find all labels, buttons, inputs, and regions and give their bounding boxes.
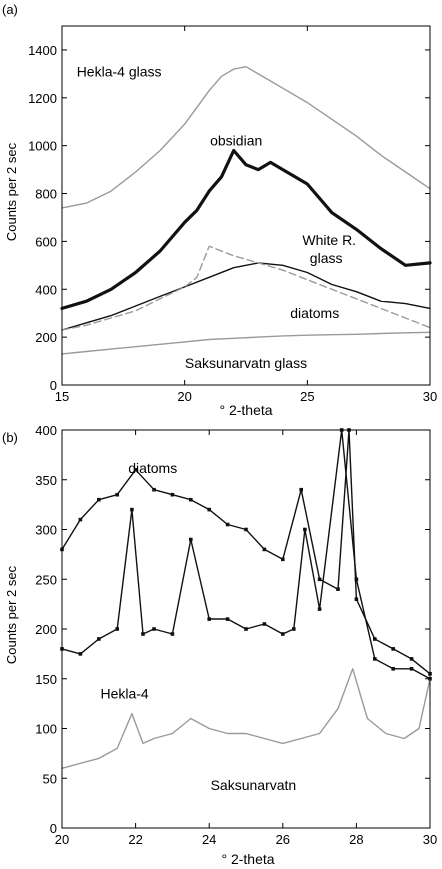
y-tick-label: 800 xyxy=(35,187,57,202)
y-tick-label: 200 xyxy=(35,330,57,345)
series-line-saksunarvatn xyxy=(61,668,431,769)
data-point xyxy=(281,632,285,636)
data-point xyxy=(354,597,359,601)
series-label: obsidian xyxy=(210,133,262,149)
y-tick-label: 50 xyxy=(43,771,57,786)
data-point xyxy=(115,627,119,631)
series-line-hekla-4-glass xyxy=(61,65,431,209)
data-point xyxy=(303,527,307,532)
data-point xyxy=(170,492,175,497)
x-axis-title-b: ° 2-theta xyxy=(221,851,274,867)
series-line-saksunarvatn-glass xyxy=(61,331,431,355)
data-point xyxy=(391,647,395,651)
data-point xyxy=(409,657,414,661)
panel-label-b: (b) xyxy=(2,430,18,445)
x-tick-label: 26 xyxy=(276,832,290,847)
data-point xyxy=(409,667,414,671)
data-point xyxy=(225,617,230,621)
y-tick-label: 150 xyxy=(35,672,57,687)
x-tick-label: 24 xyxy=(202,832,216,847)
data-point xyxy=(78,652,83,656)
y-tick-label: 200 xyxy=(35,622,57,637)
data-point xyxy=(299,487,303,492)
y-tick-label: 400 xyxy=(35,282,57,297)
x-tick-label: 20 xyxy=(177,389,191,404)
x-tick-label: 15 xyxy=(55,389,69,404)
x-axis-title-a: ° 2-theta xyxy=(219,402,272,418)
series-line-diatoms xyxy=(61,245,431,331)
y-tick-label: 0 xyxy=(50,378,57,393)
y-axis-title-b: Counts per 2 sec xyxy=(4,565,19,664)
data-point xyxy=(207,507,211,512)
data-point xyxy=(391,667,395,671)
data-point xyxy=(317,607,322,611)
y-tick-label: 100 xyxy=(35,722,57,737)
series-label: Hekla-4 xyxy=(100,686,148,702)
data-point xyxy=(170,632,175,636)
data-point xyxy=(281,557,285,562)
series-label: Saksunarvatn xyxy=(211,777,297,793)
data-point xyxy=(189,537,193,542)
panel-a: (a) Counts per 2 sec ° 2-theta 0 200 400 60… xyxy=(2,2,437,418)
series-label: glass xyxy=(310,250,343,266)
y-tick-label: 600 xyxy=(35,234,57,249)
data-point xyxy=(141,632,145,636)
data-point xyxy=(262,622,267,626)
data-point xyxy=(244,627,248,631)
data-point xyxy=(317,577,322,582)
series-label: Hekla-4 glass xyxy=(77,63,162,79)
data-point xyxy=(115,492,119,497)
data-point xyxy=(189,497,193,502)
y-tick-label: 1000 xyxy=(28,139,57,154)
x-tick-label: 25 xyxy=(300,389,314,404)
data-point xyxy=(97,637,101,641)
data-point xyxy=(373,637,377,641)
series-line-hekla-4 xyxy=(61,429,431,680)
plot-frame xyxy=(61,25,431,386)
data-point xyxy=(130,507,134,512)
x-tick-label: 30 xyxy=(423,832,437,847)
svg-text:Counts per 2 sec: Counts per 2 sec xyxy=(4,565,19,664)
series-label: diatoms xyxy=(290,305,339,321)
data-point xyxy=(373,657,377,661)
series-label: Saksunarvatn glass xyxy=(185,355,307,371)
plot-area-b: 0 50 100 150 200 250 300 350 400 20 22 24 26 28 30 diat… xyxy=(35,423,437,847)
data-point xyxy=(152,487,156,492)
data-point xyxy=(336,587,340,591)
x-tick-label: 20 xyxy=(55,832,69,847)
data-point xyxy=(133,468,138,472)
svg-text:Counts per 2 sec: Counts per 2 sec xyxy=(4,142,19,241)
series-line-obsidian xyxy=(60,148,432,310)
data-point xyxy=(244,527,248,532)
y-tick-label: 1400 xyxy=(28,43,57,58)
data-point xyxy=(292,627,296,631)
series-line-white-r-glass xyxy=(61,262,431,331)
data-point xyxy=(97,497,101,502)
data-point xyxy=(152,627,156,631)
x-tick-label: 28 xyxy=(349,832,363,847)
panel-b: (b) Counts per 2 sec ° 2-theta 0 50 100 150… xyxy=(2,423,437,867)
data-point xyxy=(78,517,83,522)
y-axis-title-a: Counts per 2 sec xyxy=(4,142,19,241)
series-label: diatoms xyxy=(128,460,177,476)
y-tick-label: 400 xyxy=(35,423,57,438)
y-tick-label: 0 xyxy=(50,821,57,836)
y-tick-label: 1200 xyxy=(28,91,57,106)
data-point xyxy=(207,617,211,621)
y-tick-label: 350 xyxy=(35,473,57,488)
y-tick-label: 250 xyxy=(35,572,57,587)
x-tick-label: 30 xyxy=(423,389,437,404)
data-point xyxy=(225,522,230,527)
data-point xyxy=(354,577,359,582)
panel-label-a: (a) xyxy=(2,2,18,17)
data-point xyxy=(262,547,267,552)
y-tick-label: 300 xyxy=(35,523,57,538)
plot-area-a: 0 200 400 600 800 1000 1200 1400 15 20 25 30 Hekla-4… xyxy=(28,25,437,404)
series-label: White R. xyxy=(302,232,356,248)
x-tick-label: 22 xyxy=(128,832,142,847)
